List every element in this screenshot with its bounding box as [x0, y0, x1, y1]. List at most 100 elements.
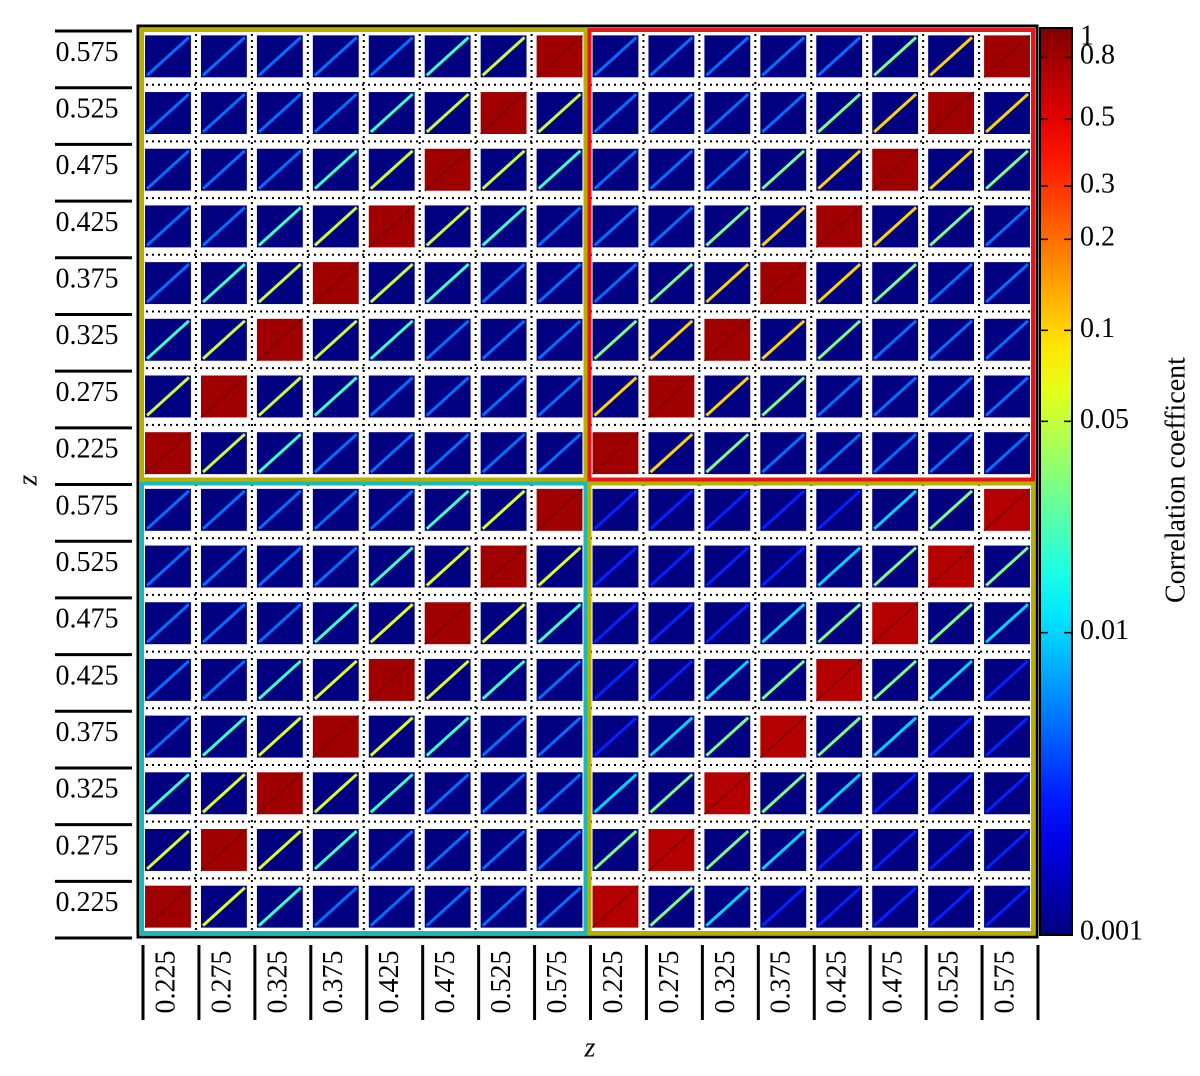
block [872, 545, 919, 588]
block [368, 602, 415, 645]
block-stripe [369, 886, 414, 927]
block-stripe [873, 92, 918, 134]
block-stripe [257, 36, 302, 77]
block-diagonal [144, 431, 192, 475]
block [480, 432, 527, 475]
block-stripe [649, 489, 694, 530]
block [368, 545, 415, 588]
block [648, 885, 695, 928]
block-stripe [369, 433, 414, 474]
block-stripe [537, 716, 582, 757]
block [368, 658, 416, 702]
block [145, 205, 191, 248]
block-stripe [257, 603, 302, 644]
block [312, 205, 359, 248]
block [200, 772, 247, 815]
block [480, 658, 527, 701]
block-stripe [593, 36, 638, 77]
block-stripe [425, 433, 470, 474]
block [368, 488, 415, 531]
block [424, 601, 472, 645]
block [536, 148, 583, 191]
block-stripe [369, 36, 414, 77]
block-stripe [313, 603, 358, 644]
x-tick-label: 0.425 [374, 951, 405, 1014]
block [704, 205, 751, 248]
block [928, 602, 975, 645]
block [200, 92, 247, 135]
y-tick-label: 0.375 [56, 717, 119, 748]
block [480, 772, 527, 815]
block-stripe [593, 716, 638, 757]
block-stripe [985, 886, 1029, 927]
block [816, 262, 863, 305]
block [760, 375, 807, 418]
block-stripe [369, 489, 414, 530]
block-stripe [201, 886, 246, 927]
block [928, 488, 975, 531]
x-tick-label: 0.275 [206, 951, 237, 1014]
block [480, 148, 527, 191]
block [592, 545, 639, 588]
block [368, 262, 415, 305]
block [760, 148, 807, 191]
block-stripe [257, 149, 302, 190]
block [928, 375, 975, 418]
block-stripe [929, 149, 974, 190]
block-stripe [146, 659, 190, 700]
block [816, 602, 863, 645]
block-stripe [929, 773, 974, 814]
block-stripe [817, 716, 862, 757]
block-stripe [257, 433, 302, 474]
block [592, 375, 639, 418]
block [368, 318, 415, 361]
block-stripe [313, 659, 358, 700]
block [368, 35, 415, 78]
block-stripe [201, 206, 246, 247]
block-stripe [761, 546, 806, 587]
block-stripe [146, 546, 190, 587]
block-stripe [817, 36, 862, 77]
block [984, 148, 1030, 191]
quadrant-frame [587, 481, 1035, 935]
block-stripe [425, 773, 470, 814]
y-tick-label: 0.225 [56, 434, 119, 465]
block [760, 828, 807, 871]
block [424, 545, 471, 588]
block [816, 375, 863, 418]
block-stripe [537, 659, 582, 700]
block-stripe [146, 829, 190, 871]
block [312, 318, 359, 361]
block-stripe [425, 716, 470, 757]
block [145, 375, 191, 418]
block-stripe [817, 773, 862, 814]
x-tick-label: 0.375 [766, 951, 797, 1014]
block [312, 885, 359, 928]
block [368, 92, 415, 135]
block-stripe [985, 433, 1029, 474]
block-stripe [257, 92, 302, 134]
block [536, 602, 583, 645]
y-tick-label: 0.325 [56, 774, 119, 805]
block [312, 602, 359, 645]
block-stripe [593, 206, 638, 247]
block-stripe [817, 376, 862, 417]
block-stripe [313, 206, 358, 247]
block [480, 205, 527, 248]
y-tick-label: 0.375 [56, 264, 119, 295]
block [592, 715, 639, 758]
block-diagonal [927, 545, 975, 589]
block [536, 318, 583, 361]
block [145, 772, 191, 815]
block-stripe [929, 716, 974, 757]
block-stripe [873, 659, 918, 700]
block [592, 488, 639, 531]
block [480, 488, 527, 531]
block-stripe [481, 829, 526, 871]
block-diagonal [368, 204, 416, 248]
block-stripe [257, 886, 302, 927]
block-stripe [481, 36, 526, 77]
block [648, 35, 695, 78]
block-stripe [873, 206, 918, 247]
block [200, 148, 247, 191]
